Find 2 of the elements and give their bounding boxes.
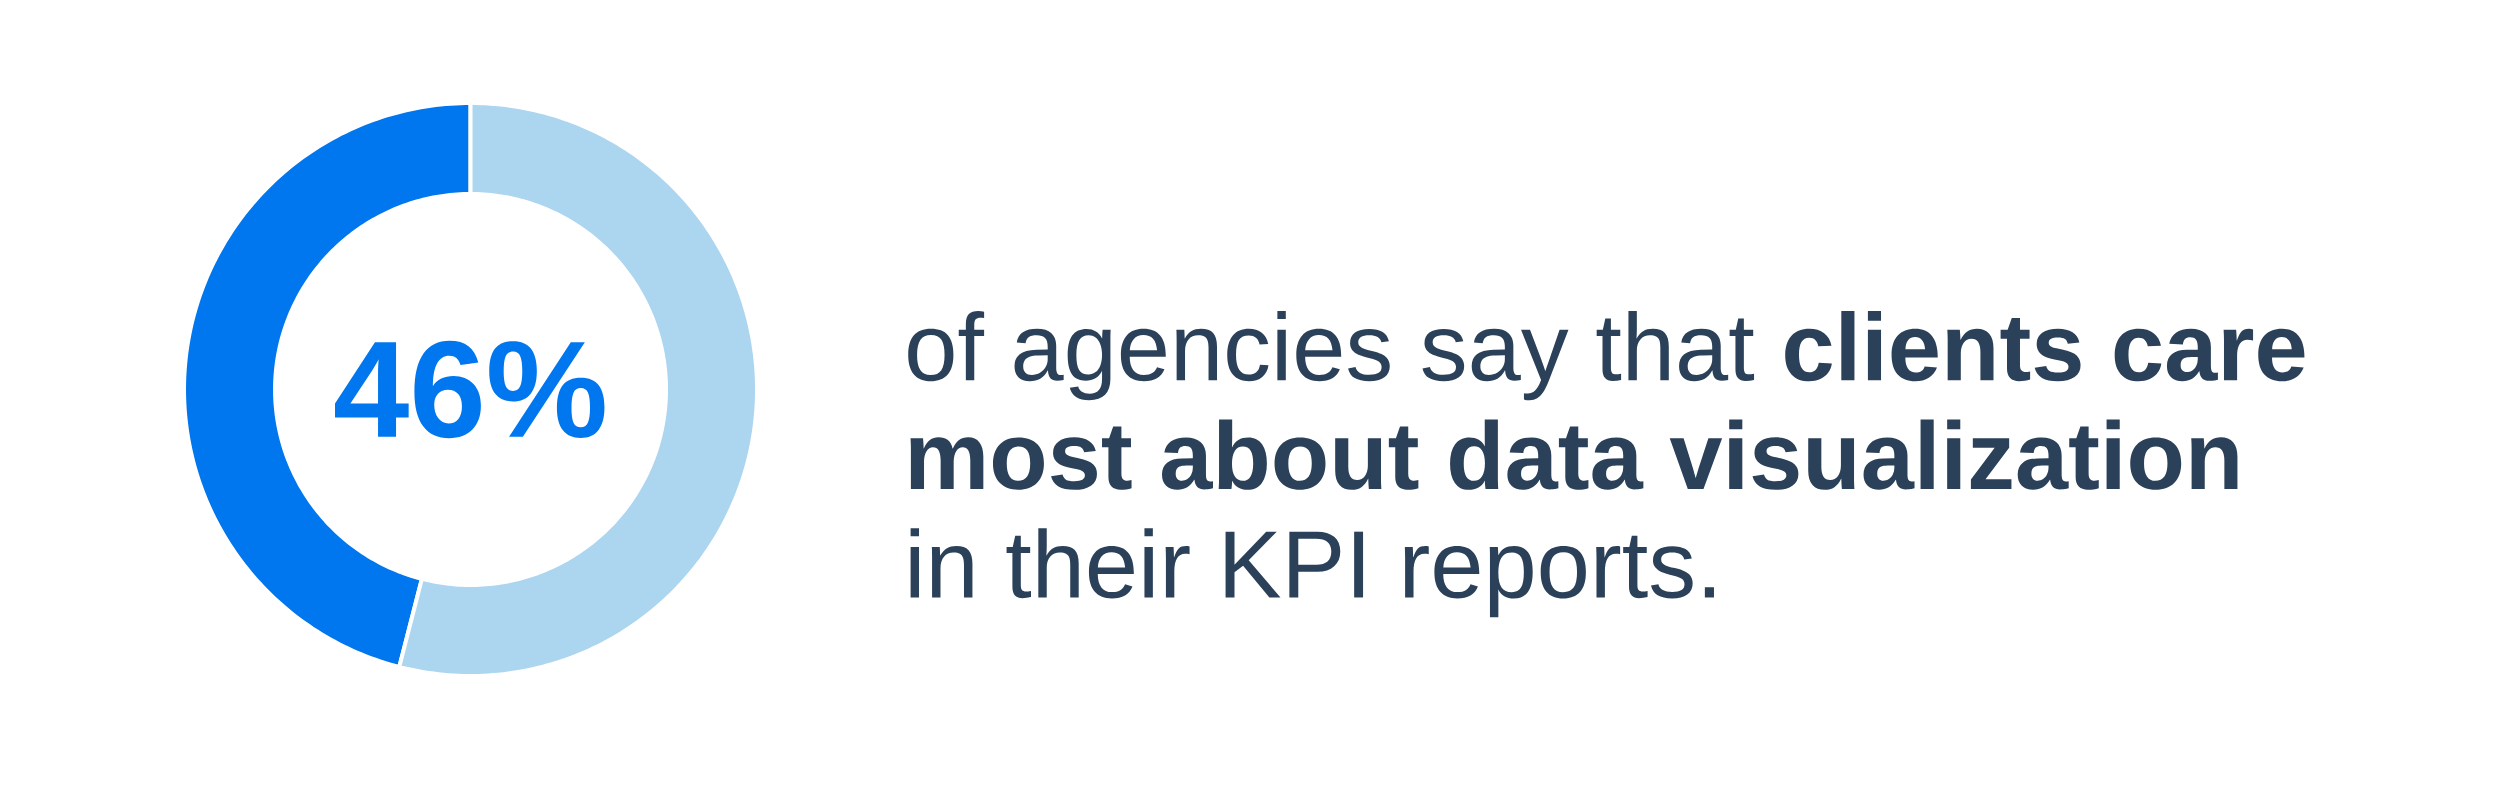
text: of agencies say that clients care most about data visualization in their KPI reports. — [908, 310, 2305, 618]
data-label: 46% — [335, 340, 605, 439]
